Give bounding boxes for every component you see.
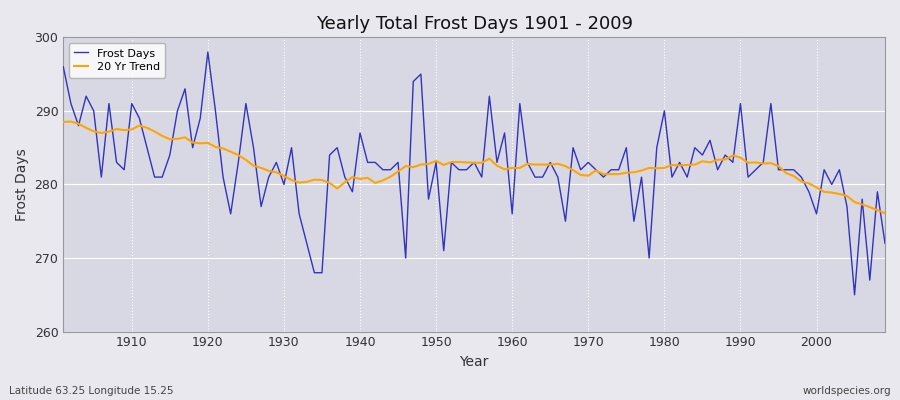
20 Yr Trend — [58, 120, 68, 124]
Frost Days — [515, 101, 526, 106]
Frost Days — [850, 292, 860, 297]
Frost Days — [507, 212, 517, 216]
Frost Days — [202, 50, 213, 54]
Frost Days — [339, 175, 350, 180]
Legend: Frost Days, 20 Yr Trend: Frost Days, 20 Yr Trend — [68, 43, 166, 78]
Frost Days — [293, 212, 304, 216]
X-axis label: Year: Year — [460, 355, 489, 369]
20 Yr Trend — [515, 166, 526, 170]
20 Yr Trend — [507, 166, 517, 170]
20 Yr Trend — [606, 172, 616, 176]
Frost Days — [58, 64, 68, 69]
20 Yr Trend — [879, 211, 890, 216]
20 Yr Trend — [339, 180, 350, 185]
Line: 20 Yr Trend: 20 Yr Trend — [63, 122, 885, 213]
20 Yr Trend — [293, 180, 304, 185]
Y-axis label: Frost Days: Frost Days — [15, 148, 29, 221]
Text: worldspecies.org: worldspecies.org — [803, 386, 891, 396]
20 Yr Trend — [66, 119, 77, 124]
20 Yr Trend — [126, 127, 137, 132]
Frost Days — [879, 241, 890, 246]
Title: Yearly Total Frost Days 1901 - 2009: Yearly Total Frost Days 1901 - 2009 — [316, 15, 633, 33]
Frost Days — [606, 167, 616, 172]
Line: Frost Days: Frost Days — [63, 52, 885, 295]
Frost Days — [119, 167, 130, 172]
Text: Latitude 63.25 Longitude 15.25: Latitude 63.25 Longitude 15.25 — [9, 386, 174, 396]
